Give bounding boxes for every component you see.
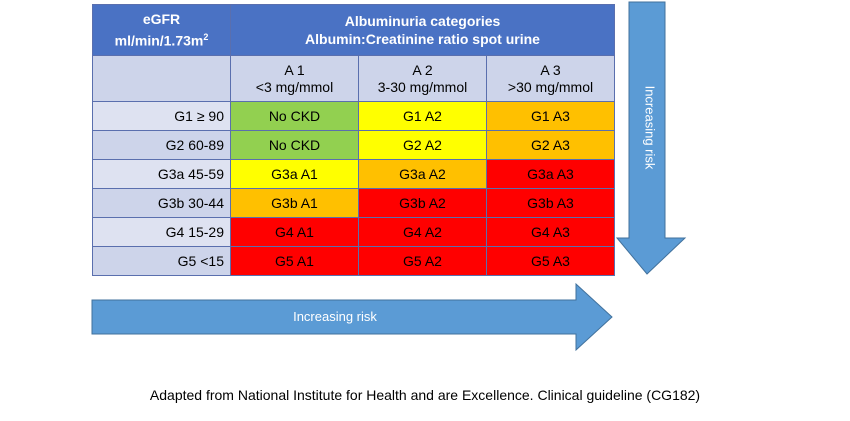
column-header: A 3 >30 mg/mmol [486,55,615,102]
column-header: A 1 <3 mg/mmol [230,55,359,102]
risk-cell: G3b A2 [358,188,487,218]
egfr-title: eGFR [142,11,181,28]
risk-cell: G3a A3 [486,159,615,189]
albuminuria-header: Albuminuria categories Albumin:Creatinin… [230,4,615,56]
category-header-row: A 1 <3 mg/mmol A 2 3-30 mg/mmol A 3 >30 mg/… [92,55,615,102]
column-header: A 2 3-30 mg/mmol [358,55,487,102]
vertical-arrow-shape [615,1,687,275]
ckd-risk-table: eGFR ml/min/1.73m2 Albuminuria categorie… [92,4,615,276]
stage-label: G5 <15 [92,246,231,276]
risk-cell: G1 A2 [358,101,487,131]
risk-cell: G5 A1 [230,246,359,276]
risk-cell: G1 A3 [486,101,615,131]
stage-label: G1 ≥ 90 [92,101,231,131]
risk-cell: G5 A3 [486,246,615,276]
risk-cell: G4 A3 [486,217,615,247]
risk-cell: G3a A1 [230,159,359,189]
risk-cell: G4 A2 [358,217,487,247]
horizontal-arrow-shape [91,282,613,352]
stage-row: G3b 30-44 G3b A1 G3b A2 G3b A3 [92,188,615,218]
horizontal-arrow-label: Increasing risk [293,309,377,324]
stage-label: G2 60-89 [92,130,231,160]
source-caption: Adapted from National Institute for Heal… [149,387,701,403]
albuminuria-subtitle: Albumin:Creatinine ratio spot urine [305,31,540,47]
stage-row: G3a 45-59 G3a A1 G3a A2 G3a A3 [92,159,615,189]
stage-label: G3a 45-59 [92,159,231,189]
risk-cell: No CKD [230,130,359,160]
egfr-unit: ml/min/1.73m2 [114,32,209,49]
risk-cell: G3b A1 [230,188,359,218]
risk-cell: G4 A1 [230,217,359,247]
horizontal-risk-arrow [91,282,613,352]
risk-cell: G2 A3 [486,130,615,160]
stage-row: G2 60-89 No CKD G2 A2 G2 A3 [92,130,615,160]
albuminuria-title: Albuminuria categories [344,13,501,29]
risk-cell: G2 A2 [358,130,487,160]
vertical-arrow-label: Increasing risk [642,85,658,170]
vertical-risk-arrow [615,1,687,275]
risk-cell: No CKD [230,101,359,131]
stage-row: G5 <15 G5 A1 G5 A2 G5 A3 [92,246,615,276]
risk-cell: G3b A3 [486,188,615,218]
stage-row: G1 ≥ 90 No CKD G1 A2 G1 A3 [92,101,615,131]
egfr-header: eGFR ml/min/1.73m2 [92,4,231,56]
stage-label: G3b 30-44 [92,188,231,218]
stage-row: G4 15-29 G4 A1 G4 A2 G4 A3 [92,217,615,247]
risk-cell: G5 A2 [358,246,487,276]
stage-label: G4 15-29 [92,217,231,247]
risk-cell: G3a A2 [358,159,487,189]
corner-cell [92,55,231,102]
